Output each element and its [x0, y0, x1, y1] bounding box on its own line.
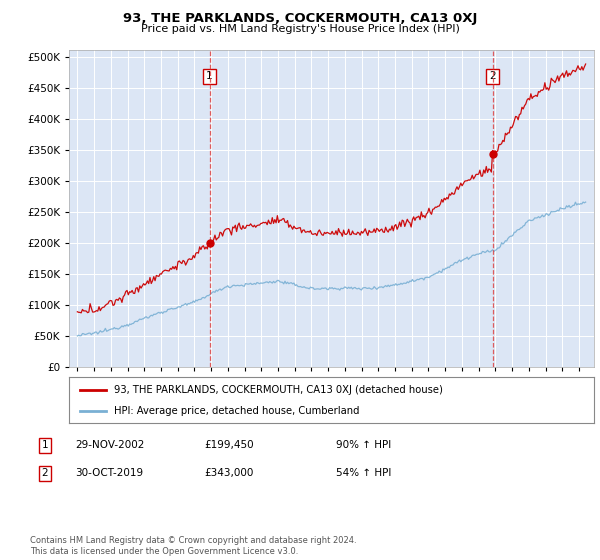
Text: 93, THE PARKLANDS, COCKERMOUTH, CA13 0XJ (detached house): 93, THE PARKLANDS, COCKERMOUTH, CA13 0XJ…: [113, 385, 443, 395]
Text: HPI: Average price, detached house, Cumberland: HPI: Average price, detached house, Cumb…: [113, 407, 359, 416]
Text: 54% ↑ HPI: 54% ↑ HPI: [336, 468, 391, 478]
Text: 29-NOV-2002: 29-NOV-2002: [75, 440, 145, 450]
Text: £199,450: £199,450: [204, 440, 254, 450]
Text: 93, THE PARKLANDS, COCKERMOUTH, CA13 0XJ: 93, THE PARKLANDS, COCKERMOUTH, CA13 0XJ: [123, 12, 477, 25]
Text: £343,000: £343,000: [204, 468, 253, 478]
Text: 1: 1: [206, 72, 213, 81]
Text: 30-OCT-2019: 30-OCT-2019: [75, 468, 143, 478]
Text: Price paid vs. HM Land Registry's House Price Index (HPI): Price paid vs. HM Land Registry's House …: [140, 24, 460, 34]
Text: 1: 1: [41, 440, 49, 450]
Text: 2: 2: [489, 72, 496, 81]
Text: Contains HM Land Registry data © Crown copyright and database right 2024.
This d: Contains HM Land Registry data © Crown c…: [30, 536, 356, 556]
Text: 2: 2: [41, 468, 49, 478]
Text: 90% ↑ HPI: 90% ↑ HPI: [336, 440, 391, 450]
